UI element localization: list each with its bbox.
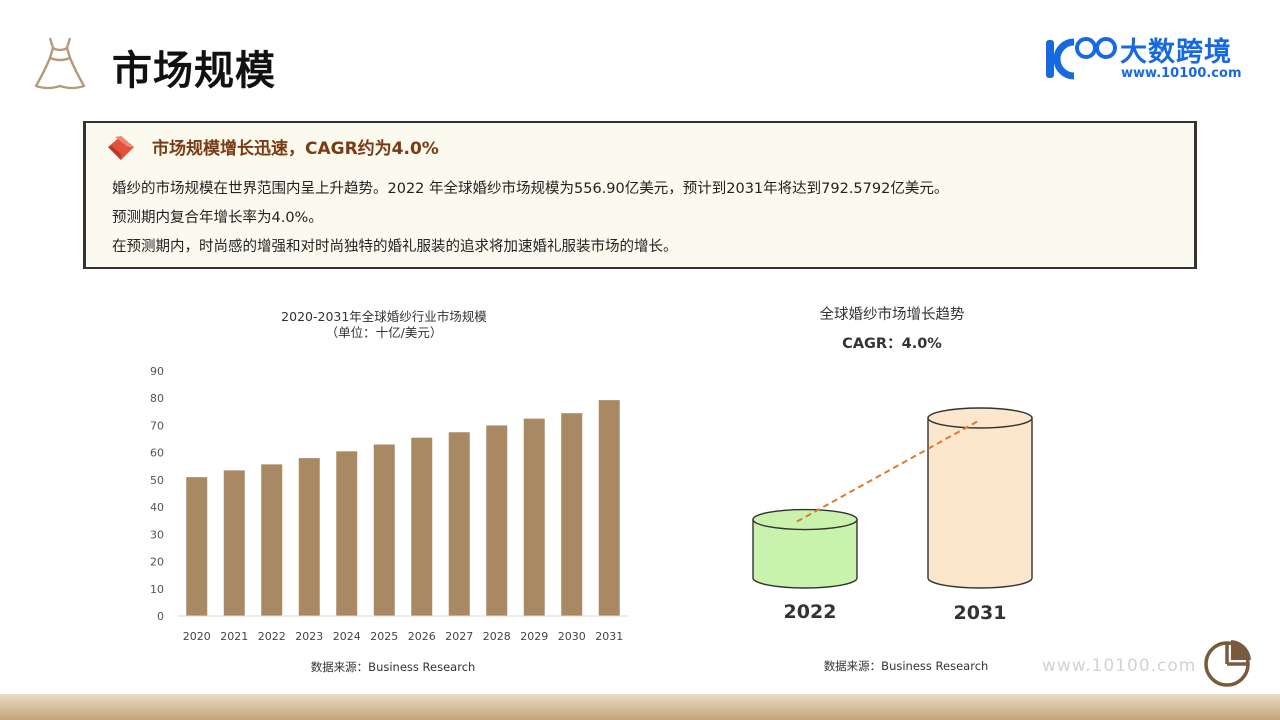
bar-2026 — [411, 437, 433, 616]
callout-title: 市场规模增长迅速，CAGR约为4.0% — [152, 139, 439, 159]
watermark-url: www.10100.com — [1042, 656, 1197, 676]
y-tick-label: 20 — [150, 556, 164, 569]
market-size-bar-chart: 2020-2031年全球婚纱行业市场规模 （单位：十亿/美元） 01020304… — [150, 309, 628, 674]
y-tick-label: 80 — [150, 392, 164, 405]
bar-2022 — [261, 464, 283, 616]
bar-2031 — [598, 400, 620, 616]
x-tick-label: 2024 — [333, 630, 361, 643]
trend-title: 全球婚纱市场增长趋势 — [820, 305, 965, 323]
pie-chart-icon — [1204, 640, 1251, 687]
bar-2023 — [298, 458, 320, 616]
bar-2021 — [223, 470, 245, 616]
logo-text: 大数跨境 — [1120, 37, 1232, 68]
cylinder-2031 — [927, 407, 1033, 589]
cylinder-2022-body — [752, 518, 858, 589]
logo-url: www.10100.com — [1121, 66, 1242, 81]
cylinder-2031-label: 2031 — [954, 602, 1007, 624]
growth-trend-graphic: 全球婚纱市场增长趋势 CAGR：4.0% 2022 2031 数据来源：Busi… — [752, 305, 1033, 673]
x-tick-label: 2023 — [295, 630, 323, 643]
x-tick-label: 2022 — [258, 630, 286, 643]
brand-logo[interactable]: 大数跨境 www.10100.com — [1044, 30, 1254, 86]
y-tick-label: 0 — [157, 610, 164, 623]
bar-2030 — [561, 413, 583, 616]
bar-2024 — [336, 451, 358, 616]
bar-chart-source: 数据来源：Business Research — [311, 660, 476, 674]
wedding-dress-icon — [34, 37, 86, 90]
summary-callout: 市场规模增长迅速，CAGR约为4.0% 婚纱的市场规模在世界范围内呈上升趋势。2… — [83, 121, 1197, 269]
page-title: 市场规模 — [112, 48, 276, 94]
bar-2029 — [523, 418, 545, 616]
red-cube-icon — [108, 136, 134, 160]
x-tick-label: 2028 — [483, 630, 511, 643]
bar-2028 — [486, 425, 508, 616]
cylinder-2031-top — [927, 407, 1033, 429]
logo-mark-icon — [1046, 37, 1117, 80]
trend-cagr: CAGR：4.0% — [842, 336, 942, 352]
x-tick-label: 2027 — [445, 630, 473, 643]
bar-2020 — [186, 477, 208, 616]
cylinder-2022 — [752, 508, 858, 589]
y-tick-label: 30 — [150, 528, 164, 541]
bar-chart-subtitle: （单位：十亿/美元） — [326, 325, 443, 340]
cylinder-2022-label: 2022 — [784, 601, 837, 623]
y-tick-label: 40 — [150, 501, 164, 514]
x-tick-label: 2030 — [558, 630, 586, 643]
footer-bar — [0, 694, 1280, 720]
cylinder-2031-body — [927, 417, 1033, 589]
callout-line-1: 婚纱的市场规模在世界范围内呈上升趋势。2022 年全球婚纱市场规模为556.90… — [112, 181, 949, 197]
y-tick-label: 90 — [150, 365, 164, 378]
bar-2027 — [448, 432, 470, 616]
x-tick-label: 2020 — [183, 630, 211, 643]
trend-source: 数据来源：Business Research — [824, 659, 989, 673]
y-tick-label: 60 — [150, 447, 164, 460]
cylinder-2022-top — [752, 508, 858, 531]
x-tick-label: 2026 — [408, 630, 436, 643]
trend-dashed-line — [796, 419, 981, 523]
y-tick-label: 50 — [150, 474, 164, 487]
x-tick-label: 2025 — [370, 630, 398, 643]
x-tick-label: 2029 — [520, 630, 548, 643]
x-tick-label: 2021 — [220, 630, 248, 643]
y-tick-label: 10 — [150, 583, 164, 596]
callout-line-2: 预测期内复合年增长率为4.0%。 — [112, 210, 323, 226]
callout-line-3: 在预测期内，时尚感的增强和对时尚独特的婚礼服装的追求将加速婚礼服装市场的增长。 — [112, 239, 678, 255]
x-tick-label: 2031 — [595, 630, 623, 643]
bar-2025 — [373, 444, 395, 616]
y-tick-label: 70 — [150, 419, 164, 432]
bar-chart-title: 2020-2031年全球婚纱行业市场规模 — [281, 309, 487, 324]
